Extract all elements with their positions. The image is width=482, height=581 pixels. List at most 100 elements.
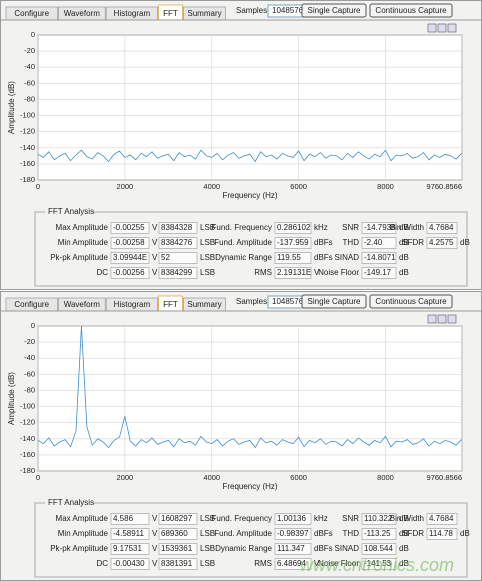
y-tick-label: -120	[20, 418, 35, 427]
value-text: 4.7684	[429, 514, 454, 523]
unit: V	[314, 559, 320, 568]
group-title-bg	[45, 498, 93, 508]
group-box	[34, 502, 468, 578]
value-box	[158, 237, 198, 249]
value-box	[361, 558, 397, 570]
y-tick-label: -160	[20, 159, 35, 168]
toolbar-icon[interactable]	[437, 23, 447, 33]
unit: dB	[399, 529, 409, 538]
value-box	[274, 237, 312, 249]
tab-label: Histogram	[114, 300, 151, 309]
button[interactable]	[369, 294, 453, 309]
y-tick-label: -180	[20, 175, 35, 184]
value-box	[426, 222, 458, 234]
toolbar-icon[interactable]	[437, 314, 447, 324]
x-tick-label: 6000	[290, 182, 307, 191]
toolbar-icon[interactable]	[427, 314, 437, 324]
toolbar-icon[interactable]	[427, 23, 437, 33]
unit: V	[314, 268, 320, 277]
value-text: 1539361	[161, 544, 193, 553]
unit: dBFs	[314, 238, 333, 247]
x-tick-label: 8000	[377, 182, 394, 191]
unit: V	[152, 514, 158, 523]
field-label: RMS	[254, 559, 272, 568]
toolbar-icon[interactable]	[447, 314, 457, 324]
y-tick-label: -180	[20, 466, 35, 475]
y-tick-label: -20	[24, 46, 35, 55]
value-text: -113.25	[364, 529, 391, 538]
value-box	[110, 267, 150, 279]
value-text: 108.544	[364, 544, 393, 553]
value-text: -0.00255	[113, 223, 145, 232]
y-tick-label: -140	[20, 434, 35, 443]
value-box	[110, 222, 150, 234]
value-box	[110, 252, 150, 264]
value-text: -137.959	[277, 238, 309, 247]
value-text: 2.19131E	[277, 268, 311, 277]
y-tick-label: -160	[20, 450, 35, 459]
value-box	[361, 513, 397, 525]
value-box	[158, 513, 198, 525]
watermark: www.cntronics.com	[300, 555, 454, 575]
plot-area	[37, 325, 463, 472]
unit: LSB	[200, 559, 215, 568]
field-label: SFDR	[402, 529, 424, 538]
tab-label: Summary	[187, 300, 221, 309]
unit: dB	[399, 514, 409, 523]
button[interactable]	[369, 3, 453, 18]
value-text: 111.347	[277, 544, 305, 553]
value-text: -0.98397	[277, 529, 309, 538]
plot-area	[37, 34, 463, 181]
field-label: Max Amplitude	[56, 514, 109, 523]
tab-label: Waveform	[64, 9, 100, 18]
unit: LSB	[200, 268, 215, 277]
toolbar-icon[interactable]	[447, 23, 457, 33]
value-box	[158, 528, 198, 540]
x-tick-label: 8000	[377, 473, 394, 482]
value-text: 3.09944E	[113, 253, 147, 262]
value-box	[274, 513, 312, 525]
y-tick-label: -140	[20, 143, 35, 152]
value-text: -141.53	[364, 559, 392, 568]
value-box	[110, 543, 150, 555]
field-label: Pk-pk Amplitude	[50, 253, 108, 262]
y-tick-label: -60	[24, 369, 35, 378]
x-tick-label: 0	[36, 182, 40, 191]
field-label: DC	[96, 559, 108, 568]
field-label: Noise Floor	[318, 268, 359, 277]
field-label: Min Amplitude	[58, 529, 109, 538]
value-text: 0.286102	[277, 223, 311, 232]
value-box	[158, 252, 198, 264]
field-label: DC	[96, 268, 108, 277]
unit: V	[152, 559, 158, 568]
value-text: 52	[161, 253, 170, 262]
unit: LSB	[200, 529, 215, 538]
value-text: 1608297	[161, 514, 193, 523]
field-label: Dynamic Range	[215, 253, 272, 262]
value-box	[274, 267, 312, 279]
field-label: Bin Width	[390, 514, 424, 523]
field-label: THD	[343, 529, 360, 538]
button[interactable]	[301, 3, 367, 18]
value-box	[274, 222, 312, 234]
button-label: Continuous Capture	[375, 6, 447, 15]
unit: dB	[460, 529, 470, 538]
value-box	[361, 543, 397, 555]
y-axis-title: Amplitude (dB)	[7, 372, 16, 425]
value-box	[110, 558, 150, 570]
tab-label: Configure	[14, 300, 49, 309]
value-box	[158, 267, 198, 279]
value-text: 8384276	[161, 238, 193, 247]
value-text: 119.55	[277, 253, 301, 262]
button[interactable]	[301, 294, 367, 309]
unit: V	[152, 238, 158, 247]
value-box	[110, 528, 150, 540]
value-text: 110.322	[364, 514, 393, 523]
value-box	[158, 222, 198, 234]
x-tick-label: 4000	[203, 473, 220, 482]
value-box	[158, 543, 198, 555]
spectrum-line	[37, 325, 462, 449]
y-tick-label: -40	[24, 62, 35, 71]
value-box	[361, 252, 397, 264]
